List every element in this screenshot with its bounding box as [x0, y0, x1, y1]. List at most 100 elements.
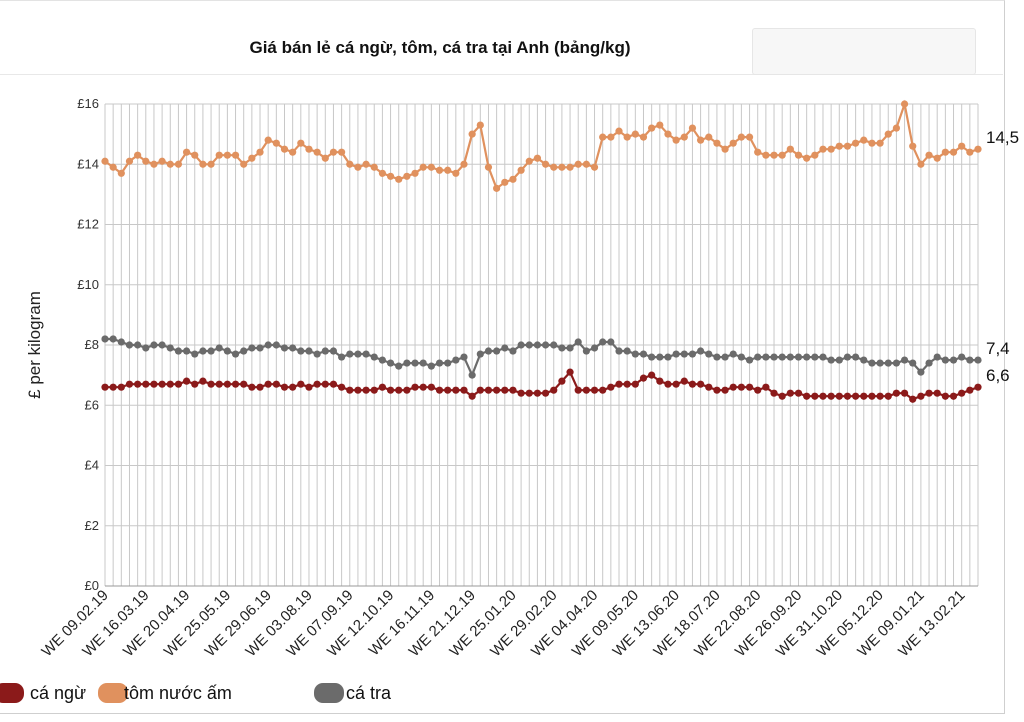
data-point — [574, 160, 582, 168]
data-point — [958, 389, 966, 397]
data-point — [411, 359, 419, 367]
data-point — [933, 353, 941, 361]
data-point — [125, 157, 134, 165]
data-point — [207, 160, 215, 168]
data-point — [199, 347, 207, 355]
data-point — [558, 163, 566, 171]
legend-label: tôm nước ấm — [124, 683, 232, 703]
data-point — [435, 166, 444, 174]
data-point — [696, 347, 705, 355]
data-point — [395, 362, 403, 370]
data-point — [884, 392, 892, 400]
data-point — [541, 389, 550, 397]
y-tick-label: £6 — [85, 397, 99, 412]
data-point — [819, 392, 827, 400]
data-point — [852, 353, 860, 361]
data-point — [346, 386, 354, 394]
data-point — [517, 341, 525, 349]
data-point — [566, 344, 574, 352]
data-point — [403, 386, 411, 394]
data-point — [949, 392, 958, 400]
data-point — [737, 383, 745, 391]
data-point — [182, 148, 191, 156]
data-point — [142, 344, 150, 352]
data-point — [607, 383, 615, 391]
data-point — [770, 353, 778, 361]
data-point — [231, 151, 240, 159]
y-tick-label: £14 — [77, 156, 99, 171]
data-point — [101, 157, 109, 165]
data-point — [117, 383, 125, 391]
data-point — [729, 139, 737, 147]
data-point — [411, 169, 419, 177]
data-point — [207, 380, 215, 388]
end-labels: 14,5 7,4 6,6 — [986, 128, 1019, 385]
data-point — [827, 392, 835, 400]
data-point — [256, 344, 264, 352]
data-point — [419, 163, 427, 171]
data-point — [803, 392, 811, 400]
data-point — [468, 130, 476, 138]
data-point — [615, 347, 623, 355]
data-point — [256, 148, 264, 156]
data-point — [835, 356, 843, 364]
data-point — [525, 389, 533, 397]
data-point — [631, 130, 639, 138]
data-point — [142, 380, 150, 388]
data-point — [305, 145, 313, 153]
data-point — [729, 383, 737, 391]
data-point — [860, 136, 868, 144]
data-point — [403, 359, 411, 367]
data-point — [786, 145, 794, 153]
data-point — [346, 160, 354, 168]
data-point — [509, 386, 517, 394]
data-point — [754, 353, 762, 361]
data-point — [215, 151, 223, 159]
data-point — [900, 356, 909, 364]
data-point — [762, 383, 770, 391]
data-point — [892, 359, 901, 367]
data-point — [876, 359, 884, 367]
data-point — [680, 350, 688, 358]
data-point — [280, 145, 289, 153]
data-point — [843, 353, 852, 361]
data-point — [574, 338, 582, 346]
data-point — [737, 133, 745, 141]
data-point — [182, 377, 191, 385]
data-point — [256, 383, 264, 391]
y-tick-label: £10 — [77, 277, 99, 292]
data-point — [868, 359, 876, 367]
data-point — [566, 368, 574, 376]
data-point — [248, 383, 256, 391]
data-point — [713, 386, 721, 394]
data-point — [607, 338, 615, 346]
data-point — [794, 353, 803, 361]
data-point — [933, 389, 941, 397]
data-point — [166, 380, 174, 388]
data-point — [125, 341, 134, 349]
data-point — [280, 344, 289, 352]
y-tick-label: £0 — [85, 578, 99, 593]
data-point — [705, 133, 713, 141]
legend-label: cá tra — [346, 683, 392, 703]
data-point — [705, 383, 713, 391]
data-point — [827, 145, 835, 153]
legend-label: cá ngừ — [30, 683, 86, 703]
y-tick-label: £2 — [85, 518, 99, 533]
data-point — [435, 386, 444, 394]
data-point — [843, 142, 852, 150]
data-point — [338, 383, 346, 391]
data-point — [705, 350, 713, 358]
data-point — [680, 377, 688, 385]
data-point — [852, 392, 860, 400]
data-point — [917, 160, 925, 168]
data-point — [427, 362, 435, 370]
data-point — [476, 386, 484, 394]
data-point — [656, 353, 664, 361]
data-point — [134, 380, 142, 388]
data-point — [656, 377, 664, 385]
end-label: 7,4 — [986, 339, 1010, 358]
data-point — [101, 335, 109, 343]
data-point — [370, 386, 378, 394]
